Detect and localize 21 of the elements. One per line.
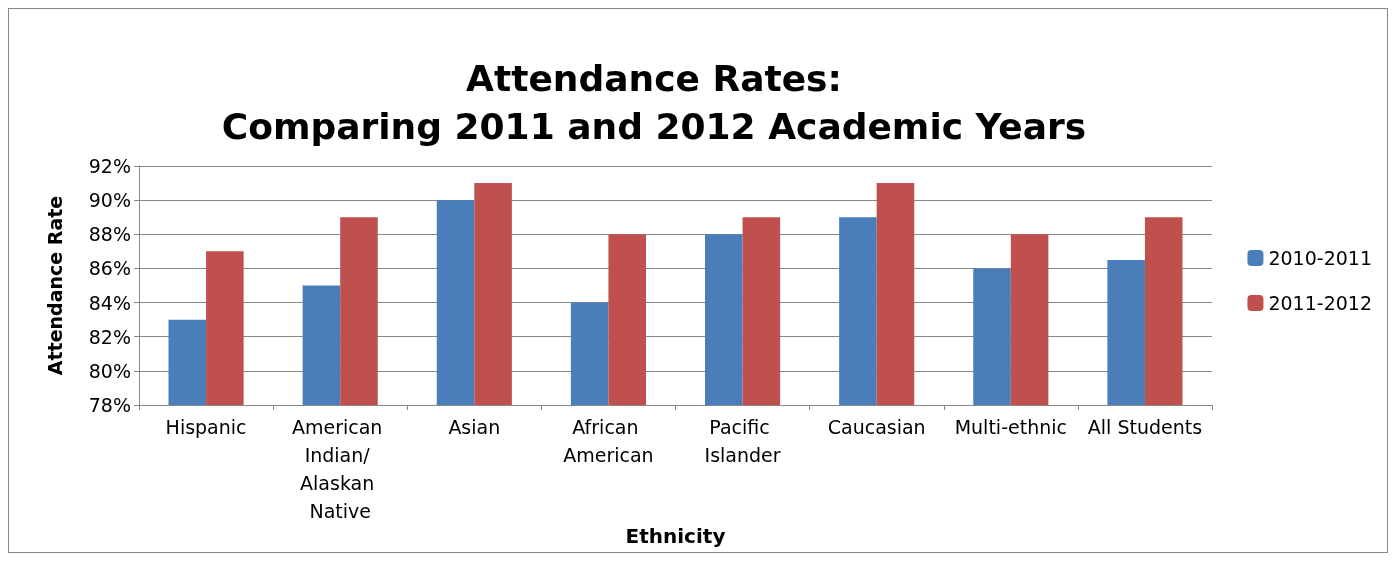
x-tick-label: All Students — [1087, 416, 1203, 438]
x-axis-title: Ethnicity — [625, 523, 726, 548]
chart-title: Attendance Rates: Comparing 2011 and 2012 Academic Years — [221, 57, 1087, 147]
x-tick-label: Pacific Islander — [704, 416, 781, 466]
x-tick-label: Caucasian — [827, 416, 926, 438]
legend-label: 2010-2011 — [1268, 247, 1373, 269]
x-tick-label: American Indian/ Alaskan Native — [291, 416, 389, 522]
y-tick-label: 78% — [88, 394, 131, 416]
y-tick-label: 84% — [88, 291, 131, 314]
x-tick-label: Hispanic — [165, 416, 247, 438]
y-tick-label: 92% — [88, 155, 131, 177]
y-tick-label: 86% — [88, 257, 131, 280]
y-tick-label: 88% — [88, 223, 131, 246]
x-tick-label: Asian — [448, 416, 501, 438]
x-tick-label: African American — [563, 416, 654, 466]
y-axis-title: Attendance Rate — [43, 195, 66, 376]
x-tick-label: Multi-ethnic — [954, 416, 1067, 438]
y-tick-label: 90% — [88, 189, 131, 212]
y-tick-label: 82% — [88, 325, 131, 348]
legend-label: 2011-2012 — [1268, 292, 1373, 314]
y-tick-label: 80% — [88, 359, 131, 382]
